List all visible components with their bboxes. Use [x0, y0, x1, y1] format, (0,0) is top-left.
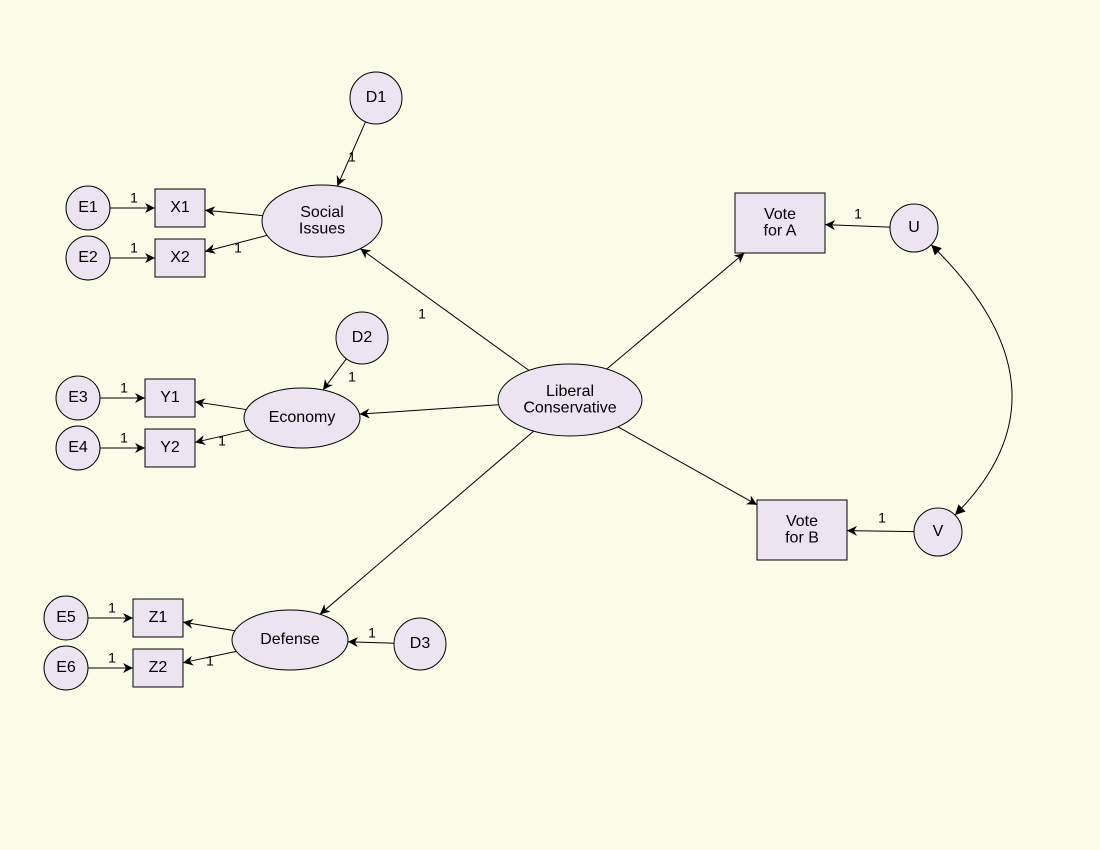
node-Z1: Z1 — [133, 599, 183, 637]
node-label: Conservative — [523, 400, 616, 417]
node-E5: E5 — [44, 596, 88, 640]
edge-label: 1 — [878, 510, 886, 526]
node-label: Z2 — [149, 659, 168, 676]
node-voteA: Votefor A — [735, 193, 825, 253]
edge-label: 1 — [120, 380, 128, 396]
node-label: Economy — [269, 409, 336, 426]
edge-label: 1 — [120, 430, 128, 446]
node-voteB: Votefor B — [757, 500, 847, 560]
node-label: V — [933, 523, 944, 540]
edge-label: 1 — [130, 190, 138, 206]
node-D2: D2 — [336, 312, 388, 364]
node-label: E6 — [56, 659, 76, 676]
node-economy: Economy — [244, 388, 360, 448]
node-label: U — [908, 219, 920, 236]
node-label: Y2 — [160, 439, 180, 456]
node-defense: Defense — [232, 610, 348, 670]
edge-label: 1 — [418, 306, 426, 322]
node-X1: X1 — [155, 189, 205, 227]
node-label: X1 — [170, 199, 190, 216]
node-label: E5 — [56, 609, 76, 626]
edge-label: 1 — [130, 240, 138, 256]
node-E1: E1 — [66, 186, 110, 230]
node-label: E4 — [68, 439, 88, 456]
node-label: E3 — [68, 389, 88, 406]
node-label: Issues — [299, 221, 345, 238]
node-U: U — [890, 204, 938, 252]
node-label: Liberal — [546, 383, 594, 400]
node-liberal: LiberalConservative — [498, 364, 642, 436]
node-label: D3 — [410, 635, 431, 652]
edge-defense-Z1 — [183, 622, 235, 631]
edge-label: 1 — [108, 600, 116, 616]
edge-D3-defense — [348, 642, 394, 643]
node-label: E1 — [78, 199, 98, 216]
node-Y2: Y2 — [145, 429, 195, 467]
node-label: D1 — [366, 89, 387, 106]
edge-label: 1 — [108, 650, 116, 666]
edge-V-voteB — [847, 531, 914, 532]
node-label: Defense — [260, 631, 320, 648]
node-label: D2 — [352, 329, 373, 346]
node-label: for B — [785, 530, 819, 547]
edge-liberal-economy — [360, 405, 499, 414]
edge-label: 1 — [234, 240, 242, 256]
node-E2: E2 — [66, 236, 110, 280]
edge-social-X1 — [205, 210, 263, 215]
node-label: Social — [300, 204, 344, 221]
node-D3: D3 — [394, 618, 446, 670]
node-V: V — [914, 508, 962, 556]
node-label: E2 — [78, 249, 98, 266]
node-D1: D1 — [350, 72, 402, 124]
edge-label: 1 — [348, 369, 356, 385]
edge-liberal-voteB — [618, 427, 757, 505]
node-label: Vote — [764, 206, 796, 223]
edge-liberal-voteA — [607, 253, 745, 369]
edge-label: 1 — [348, 149, 356, 165]
node-label: X2 — [170, 249, 190, 266]
edge-label: 1 — [206, 653, 214, 669]
node-Z2: Z2 — [133, 649, 183, 687]
edge-liberal-defense — [320, 431, 534, 614]
edge-liberal-social — [360, 249, 529, 371]
node-E3: E3 — [56, 376, 100, 420]
node-Y1: Y1 — [145, 379, 195, 417]
sem-path-diagram: 1 1 1 1 1 1 1 1 1 1 1 1 1 1 1 LiberalConservative Socia… — [0, 0, 1100, 850]
edge-economy-Y1 — [195, 402, 246, 410]
node-label: for A — [764, 223, 797, 240]
node-label: Y1 — [160, 389, 180, 406]
edge-label: 1 — [854, 206, 862, 222]
edge-label: 1 — [218, 433, 226, 449]
node-label: Z1 — [149, 609, 168, 626]
nodes-layer: LiberalConservative SocialIssues Economy De… — [44, 72, 962, 690]
node-E4: E4 — [56, 426, 100, 470]
node-label: Vote — [786, 513, 818, 530]
edge-label: 1 — [368, 625, 376, 641]
node-social: SocialIssues — [262, 185, 382, 257]
node-E6: E6 — [44, 646, 88, 690]
covariance-edge — [931, 245, 1012, 515]
node-X2: X2 — [155, 239, 205, 277]
edge-D2-economy — [323, 359, 346, 390]
edge-U-voteA — [825, 225, 890, 227]
